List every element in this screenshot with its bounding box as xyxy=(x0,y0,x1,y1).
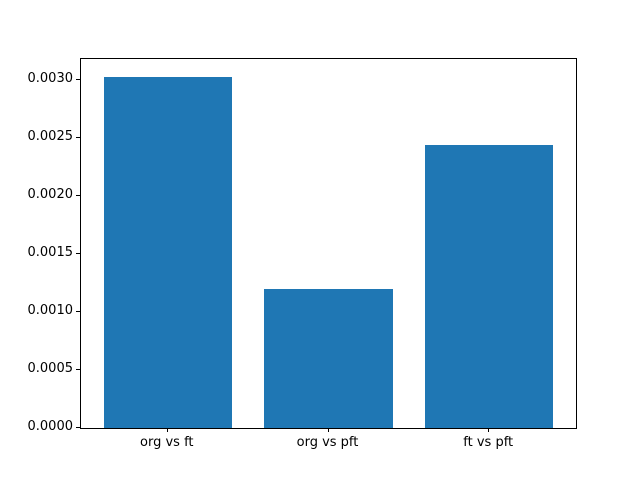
y-tick-label: 0.0025 xyxy=(27,129,74,145)
y-tick-mark xyxy=(76,426,80,428)
y-tick-label: 0.0030 xyxy=(27,71,74,87)
x-tick-label: org vs pft xyxy=(296,435,359,450)
y-tick-mark xyxy=(76,78,80,80)
y-tick-mark xyxy=(76,136,80,138)
x-tick-mark xyxy=(327,428,329,432)
y-tick-label: 0.0000 xyxy=(27,419,74,434)
x-tick-label: ft vs pft xyxy=(463,435,514,450)
bar-org-vs-pft xyxy=(264,288,393,428)
y-tick-mark xyxy=(76,194,80,196)
y-tick-mark xyxy=(76,368,80,370)
x-tick-mark xyxy=(488,428,490,432)
y-tick-mark xyxy=(76,310,80,312)
y-tick-label: 0.0010 xyxy=(27,303,74,319)
y-tick-label: 0.0020 xyxy=(27,187,74,203)
bar-org-vs-ft xyxy=(103,76,233,428)
x-tick-mark xyxy=(166,428,168,432)
x-tick-label: org vs ft xyxy=(140,435,194,450)
bar-ft-vs-pft xyxy=(424,145,554,428)
y-tick-mark xyxy=(76,252,80,254)
plot-area xyxy=(80,58,577,429)
y-tick-label: 0.0005 xyxy=(27,361,74,376)
y-tick-label: 0.0015 xyxy=(27,245,74,261)
